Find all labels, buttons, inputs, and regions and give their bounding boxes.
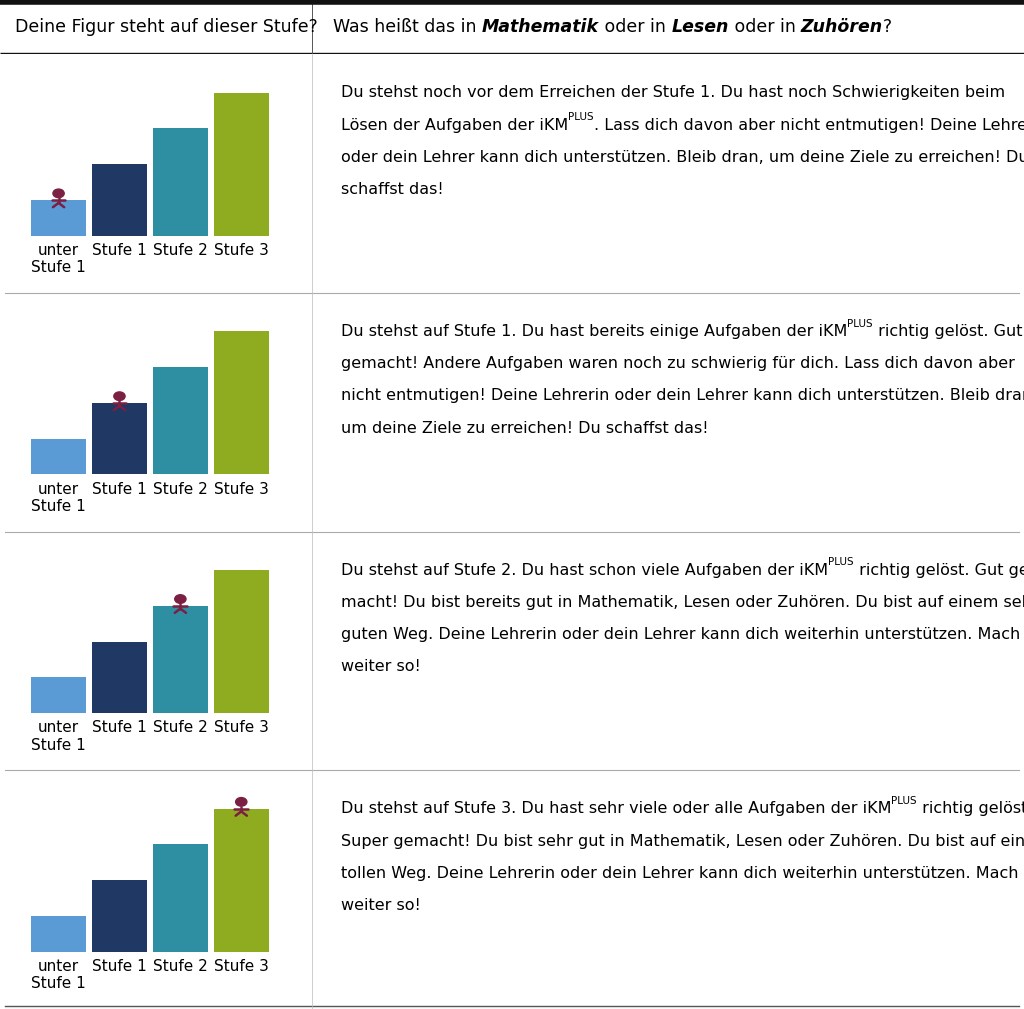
Text: Stufe 3: Stufe 3 [214,243,268,258]
Bar [31,200,86,236]
Text: Stufe 1: Stufe 1 [92,720,146,736]
Text: PLUS: PLUS [891,796,916,806]
Text: um deine Ziele zu erreichen! Du schaffst das!: um deine Ziele zu erreichen! Du schaffst… [341,421,709,436]
Text: weiter so!: weiter so! [341,659,421,674]
Text: Stufe 2: Stufe 2 [153,959,208,974]
Text: Stufe 2: Stufe 2 [153,720,208,736]
Bar [153,367,208,474]
Text: oder dein Lehrer kann dich unterstützen. Bleib dran, um deine Ziele zu erreichen: oder dein Lehrer kann dich unterstützen.… [341,150,1024,164]
Text: richtig gelöst. Gut: richtig gelöst. Gut [872,324,1022,339]
Text: Stufe 3: Stufe 3 [214,481,268,496]
Text: oder in: oder in [599,18,671,36]
Text: richtig gelöst. Gut ge-: richtig gelöst. Gut ge- [854,563,1024,578]
Text: Lesen: Lesen [671,18,728,36]
Text: Mathematik: Mathematik [482,18,599,36]
Text: Stufe 3: Stufe 3 [214,959,268,974]
Text: Du stehst auf Stufe 3. Du hast sehr viele oder alle Aufgaben der iKM: Du stehst auf Stufe 3. Du hast sehr viel… [341,801,891,816]
Bar [153,128,208,236]
Text: weiter so!: weiter so! [341,898,421,913]
Text: guten Weg. Deine Lehrerin oder dein Lehrer kann dich weiterhin unterstützen. Mac: guten Weg. Deine Lehrerin oder dein Lehr… [341,628,1020,642]
Text: schaffst das!: schaffst das! [341,182,443,197]
Bar [92,880,146,951]
Bar [92,164,146,236]
Text: Stufe 1: Stufe 1 [92,481,146,496]
Text: unter
Stufe 1: unter Stufe 1 [31,720,86,753]
Text: unter
Stufe 1: unter Stufe 1 [31,959,86,991]
Bar [214,331,268,474]
Text: Was heißt das in: Was heißt das in [333,18,482,36]
Text: Deine Figur steht auf dieser Stufe?: Deine Figur steht auf dieser Stufe? [15,18,318,36]
Bar [214,570,268,713]
Text: richtig gelöst.: richtig gelöst. [916,801,1024,816]
Text: macht! Du bist bereits gut in Mathematik, Lesen oder Zuhören. Du bist auf einem : macht! Du bist bereits gut in Mathematik… [341,595,1024,609]
Text: Du stehst auf Stufe 2. Du hast schon viele Aufgaben der iKM: Du stehst auf Stufe 2. Du hast schon vie… [341,563,828,578]
Text: ?: ? [883,18,892,36]
Text: Stufe 3: Stufe 3 [214,720,268,736]
Text: nicht entmutigen! Deine Lehrerin oder dein Lehrer kann dich unterstützen. Bleib : nicht entmutigen! Deine Lehrerin oder de… [341,388,1024,404]
Bar [31,916,86,951]
Text: tollen Weg. Deine Lehrerin oder dein Lehrer kann dich weiterhin unterstützen. Ma: tollen Weg. Deine Lehrerin oder dein Leh… [341,866,1018,881]
Circle shape [53,189,65,198]
Text: PLUS: PLUS [568,112,594,122]
Text: gemacht! Andere Aufgaben waren noch zu schwierig für dich. Lass dich davon aber: gemacht! Andere Aufgaben waren noch zu s… [341,356,1015,371]
Bar [214,808,268,951]
Circle shape [175,594,186,603]
Text: Stufe 1: Stufe 1 [92,243,146,258]
Text: Stufe 2: Stufe 2 [153,481,208,496]
Circle shape [236,797,247,806]
Text: Super gemacht! Du bist sehr gut in Mathematik, Lesen oder Zuhören. Du bist auf e: Super gemacht! Du bist sehr gut in Mathe… [341,833,1024,849]
Bar [31,439,86,474]
Text: PLUS: PLUS [828,557,854,567]
Bar [92,403,146,474]
Circle shape [114,391,125,401]
Bar [92,642,146,713]
Text: oder in: oder in [728,18,801,36]
Text: . Lass dich davon aber nicht entmutigen! Deine Lehrerin: . Lass dich davon aber nicht entmutigen!… [594,118,1024,132]
Text: Du stehst auf Stufe 1. Du hast bereits einige Aufgaben der iKM: Du stehst auf Stufe 1. Du hast bereits e… [341,324,847,339]
Bar [214,93,268,236]
Bar [31,677,86,713]
Text: PLUS: PLUS [847,319,872,329]
Text: Zuhören: Zuhören [801,18,883,36]
Text: Stufe 1: Stufe 1 [92,959,146,974]
Text: unter
Stufe 1: unter Stufe 1 [31,243,86,275]
Text: Stufe 2: Stufe 2 [153,243,208,258]
Bar [153,605,208,713]
Text: Lösen der Aufgaben der iKM: Lösen der Aufgaben der iKM [341,118,568,132]
Text: unter
Stufe 1: unter Stufe 1 [31,481,86,514]
Bar [153,845,208,951]
Text: Du stehst noch vor dem Erreichen der Stufe 1. Du hast noch Schwierigkeiten beim: Du stehst noch vor dem Erreichen der Stu… [341,86,1005,101]
